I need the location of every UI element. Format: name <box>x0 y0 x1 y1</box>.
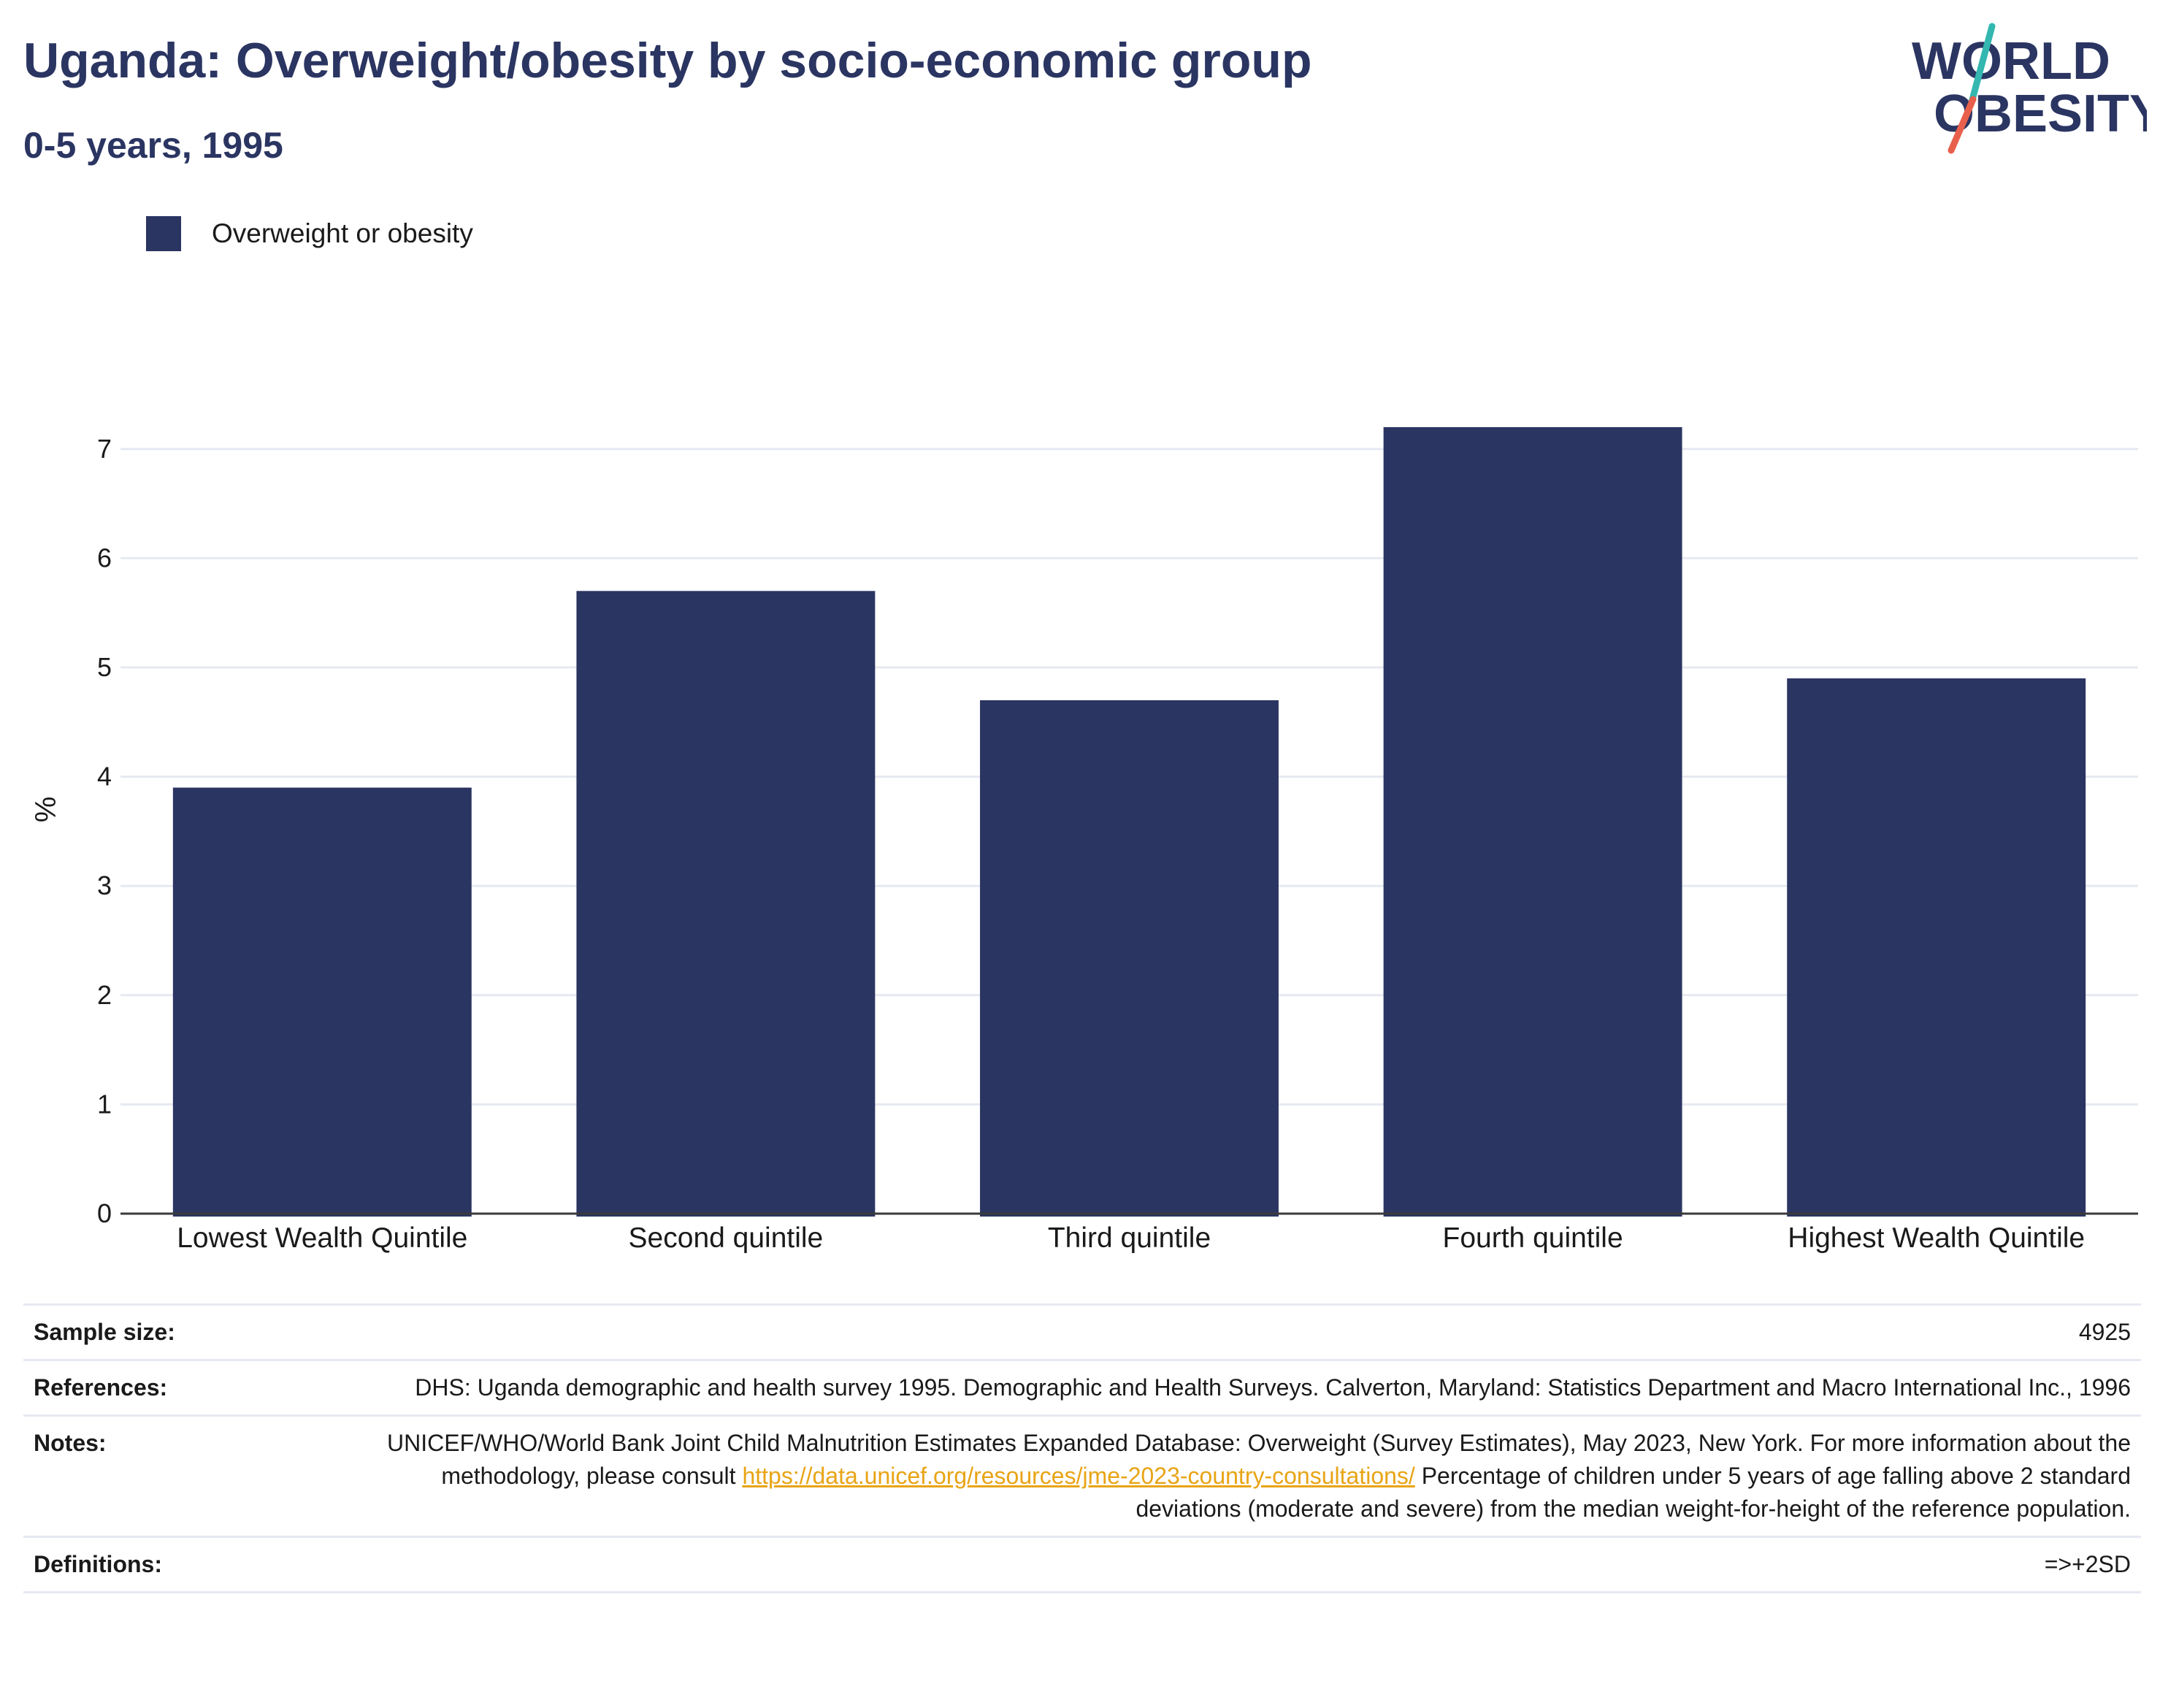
x-tick-label: Highest Wealth Quintile <box>1788 1222 2085 1254</box>
bar <box>1787 678 2086 1217</box>
info-row-sample-size: Sample size: 4925 <box>23 1304 2141 1360</box>
info-row-notes: Notes: UNICEF/WHO/World Bank Joint Child… <box>23 1415 2141 1537</box>
y-tick-label: 5 <box>97 652 112 682</box>
y-tick-label: 1 <box>97 1089 112 1119</box>
y-tick-label: 2 <box>97 980 112 1010</box>
notes-value: UNICEF/WHO/World Bank Joint Child Malnut… <box>336 1416 2141 1537</box>
y-tick-label: 6 <box>97 543 112 572</box>
notes-text-after: Percentage of children under 5 years of … <box>1135 1463 2131 1522</box>
notes-label: Notes: <box>34 1430 107 1456</box>
y-tick-label: 0 <box>97 1198 112 1228</box>
x-tick-label: Lowest Wealth Quintile <box>177 1222 467 1254</box>
bar <box>980 700 1279 1217</box>
legend-swatch <box>146 216 181 251</box>
notes-link[interactable]: https://data.unicef.org/resources/jme-20… <box>742 1463 1415 1489</box>
bar-chart: 0 1 2 3 4 5 6 7% Lowest Wealth Quintile Second qu… <box>30 426 2138 1254</box>
legend-label: Overweight or obesity <box>212 218 473 248</box>
sample-size-value: 4925 <box>2078 1319 2131 1345</box>
y-tick-label: 3 <box>97 870 112 900</box>
sample-size-label: Sample size: <box>34 1319 175 1345</box>
bar <box>1383 426 1682 1217</box>
info-row-definitions: Definitions: =>+2SD <box>23 1536 2141 1593</box>
notes-text-before: UNICEF/WHO/World Bank Joint Child Malnut… <box>387 1430 2131 1489</box>
y-tick-label: 7 <box>97 434 112 464</box>
chart-subtitle: 0-5 years, 1995 <box>23 125 283 166</box>
world-obesity-logo: WORLD OBESITY <box>1912 23 2147 154</box>
logo-line1: WORLD <box>1912 32 2110 91</box>
y-axis-label: % <box>30 797 62 823</box>
chart-legend[interactable]: Overweight or obesity <box>146 216 473 251</box>
definitions-label: Definitions: <box>34 1551 162 1577</box>
logo-slash-top <box>1968 23 1996 106</box>
definitions-value: =>+2SD <box>2044 1551 2131 1577</box>
info-row-references: References: DHS: Uganda demographic and … <box>23 1360 2141 1416</box>
y-tick-label: 4 <box>97 762 112 792</box>
references-label: References: <box>34 1374 168 1401</box>
references-value: DHS: Uganda demographic and health surve… <box>415 1374 2131 1401</box>
bar <box>576 591 876 1217</box>
x-tick-label: Second quintile <box>629 1222 824 1254</box>
chart-title: Uganda: Overweight/obesity by socio-econ… <box>23 33 1312 88</box>
x-tick-label: Fourth quintile <box>1443 1222 1623 1254</box>
bar <box>172 787 472 1217</box>
x-tick-label: Third quintile <box>1048 1222 1211 1254</box>
info-table: Sample size: 4925 References: DHS: Ugand… <box>23 1303 2141 1593</box>
logo-slash-bottom <box>1948 96 1977 154</box>
